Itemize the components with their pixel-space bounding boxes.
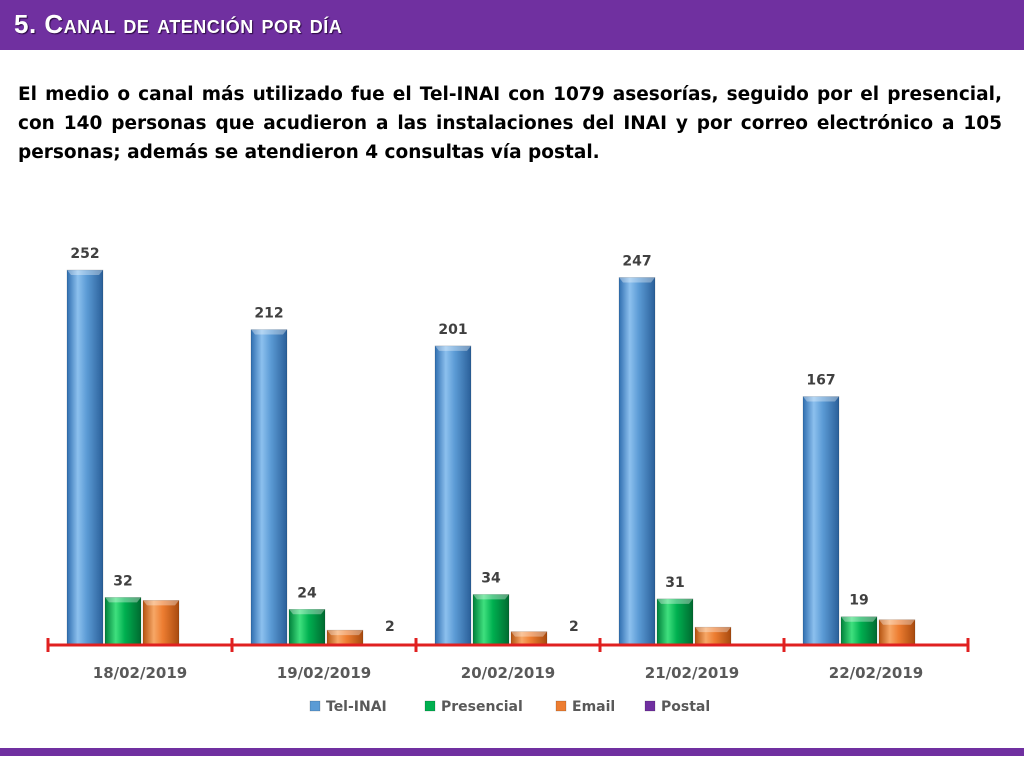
bar-bevel-presencial-4 xyxy=(657,598,693,604)
bar-presencial-5 xyxy=(840,616,878,646)
bar-bevel-tel-inai-5 xyxy=(803,396,839,402)
bar-bevel-email-2 xyxy=(327,630,363,636)
category-label-1: 18/02/2019 xyxy=(93,664,187,682)
bar-presencial-4 xyxy=(656,598,694,646)
x-axis xyxy=(46,638,970,652)
data-label-tel-inai-3: 201 xyxy=(438,322,467,338)
bar-email-5 xyxy=(878,619,916,646)
bar-bevel-tel-inai-1 xyxy=(67,270,103,275)
category-label-4: 21/02/2019 xyxy=(645,664,739,682)
bottom-bar xyxy=(0,748,1024,756)
bar-presencial-1 xyxy=(104,597,142,646)
data-label-tel-inai-4: 247 xyxy=(622,253,651,269)
legend-label-tel-inai: Tel-INAI xyxy=(326,699,387,715)
bar-chart: 252 32 18/02/2019 212 24 2 19/02/2019 201 34 2 20/… xyxy=(46,246,970,715)
data-label-email-3: 2 xyxy=(569,619,579,635)
bar-tel-inai-1 xyxy=(66,269,104,646)
bar-bevel-presencial-5 xyxy=(841,616,877,622)
data-label-tel-inai-5: 167 xyxy=(806,372,835,388)
data-label-presencial-1: 32 xyxy=(113,573,132,589)
data-label-email-2: 2 xyxy=(385,619,395,635)
data-label-presencial-5: 19 xyxy=(849,593,868,609)
legend-label-postal: Postal xyxy=(661,699,710,715)
legend-label-presencial: Presencial xyxy=(441,699,523,715)
summary-paragraph: El medio o canal más utilizado fue el Te… xyxy=(18,84,1002,163)
bar-bevel-presencial-3 xyxy=(473,594,509,600)
bars-layer xyxy=(66,269,916,646)
legend-swatch-tel-inai xyxy=(309,700,321,712)
data-label-presencial-3: 34 xyxy=(481,570,501,586)
legend: Tel-INAI Presencial Email Postal xyxy=(309,699,710,715)
page-title: 5. Canal de atención por día xyxy=(14,9,343,39)
data-label-tel-inai-2: 212 xyxy=(254,306,283,322)
bar-bevel-email-1 xyxy=(143,600,179,606)
bar-presencial-3 xyxy=(472,594,510,646)
bar-bevel-presencial-1 xyxy=(105,597,141,603)
bar-presencial-2 xyxy=(288,609,326,646)
category-label-3: 20/02/2019 xyxy=(461,664,555,682)
legend-label-email: Email xyxy=(572,699,615,715)
legend-swatch-postal xyxy=(644,700,656,712)
bar-bevel-tel-inai-3 xyxy=(435,345,471,351)
data-label-presencial-4: 31 xyxy=(665,575,684,591)
bar-tel-inai-4 xyxy=(618,277,656,646)
data-label-tel-inai-1: 252 xyxy=(70,246,99,262)
bar-bevel-tel-inai-4 xyxy=(619,277,655,283)
bar-bevel-email-3 xyxy=(511,631,547,637)
bar-bevel-email-4 xyxy=(695,627,731,633)
data-label-presencial-2: 24 xyxy=(297,585,317,601)
bar-bevel-presencial-2 xyxy=(289,609,325,615)
title-bar: 5. Canal de atención por día xyxy=(0,0,1024,50)
bar-email-1 xyxy=(142,600,180,646)
legend-swatch-email xyxy=(555,700,567,712)
bar-bevel-email-5 xyxy=(879,619,915,625)
bar-tel-inai-5 xyxy=(802,396,840,646)
bar-tel-inai-2 xyxy=(250,329,288,646)
category-label-5: 22/02/2019 xyxy=(829,664,923,682)
category-label-2: 19/02/2019 xyxy=(277,664,371,682)
legend-swatch-presencial xyxy=(424,700,436,712)
bar-bevel-tel-inai-2 xyxy=(251,329,287,335)
labels-layer: 252 32 18/02/2019 212 24 2 19/02/2019 201 34 2 20/… xyxy=(70,246,923,682)
bar-tel-inai-3 xyxy=(434,345,472,646)
